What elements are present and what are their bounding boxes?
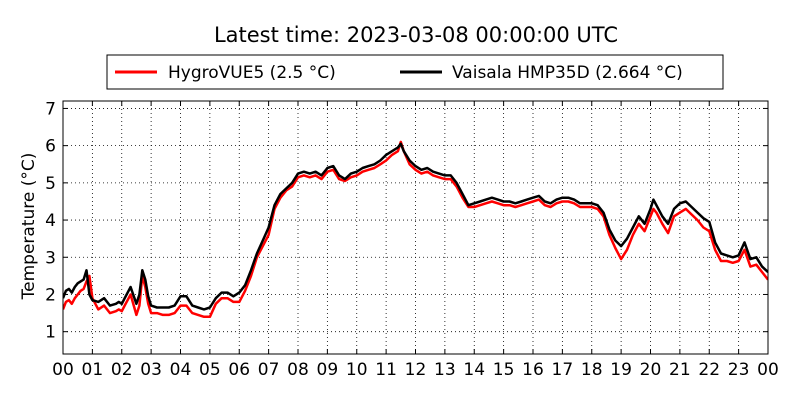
x-tick-label: 21 <box>669 360 691 380</box>
x-tick-label: 05 <box>199 360 221 380</box>
x-tick-label: 12 <box>405 360 427 380</box>
y-tick-label: 7 <box>45 99 56 119</box>
y-tick-label: 4 <box>45 211 56 231</box>
x-tick-label: 08 <box>287 360 309 380</box>
x-tick-label: 13 <box>434 360 456 380</box>
x-tick-label: 19 <box>610 360 632 380</box>
y-tick-label: 6 <box>45 137 56 157</box>
x-tick-label: 06 <box>228 360 250 380</box>
series-line-vaisala <box>63 142 768 311</box>
x-tick-label: 09 <box>317 360 339 380</box>
x-tick-label: 23 <box>728 360 750 380</box>
grid <box>63 101 768 354</box>
legend: HygroVUE5 (2.5 °C) Vaisala HMP35D (2.664… <box>106 54 724 90</box>
x-tick-label: 00 <box>52 360 74 380</box>
x-tick-label: 22 <box>698 360 720 380</box>
legend-label-vaisala: Vaisala HMP35D (2.664 °C) <box>452 63 683 83</box>
x-tick-label: 10 <box>346 360 368 380</box>
y-tick-label: 5 <box>45 174 56 194</box>
series-line-hygrovue5 <box>63 140 768 319</box>
chart-title: Latest time: 2023-03-08 00:00:00 UTC <box>214 23 618 47</box>
x-tick-label: 01 <box>82 360 104 380</box>
y-tick-label: 2 <box>45 285 56 305</box>
y-tick-label: 3 <box>45 248 56 268</box>
y-tick-label: 1 <box>45 323 56 343</box>
x-tick-label: 15 <box>493 360 515 380</box>
x-tick-label: 20 <box>640 360 662 380</box>
x-tick-label: 00 <box>757 360 779 380</box>
x-tick-label: 17 <box>552 360 574 380</box>
x-tick-label: 14 <box>463 360 485 380</box>
x-tick-label: 02 <box>111 360 133 380</box>
series-lines <box>63 140 768 319</box>
x-tick-label: 07 <box>258 360 280 380</box>
x-tick-label: 04 <box>170 360 192 380</box>
x-tick-label: 16 <box>522 360 544 380</box>
y-axis-label: Temperature (°C) <box>19 153 39 301</box>
axes: 00 01 02 03 04 05 06 07 08 09 10 11 12 13 14 15 16 17 18 19… <box>45 99 779 380</box>
x-tick-label: 11 <box>375 360 397 380</box>
plot-frame <box>62 100 769 355</box>
legend-label-hygrovue5: HygroVUE5 (2.5 °C) <box>168 63 336 83</box>
x-tick-label: 03 <box>140 360 162 380</box>
x-tick-label: 18 <box>581 360 603 380</box>
